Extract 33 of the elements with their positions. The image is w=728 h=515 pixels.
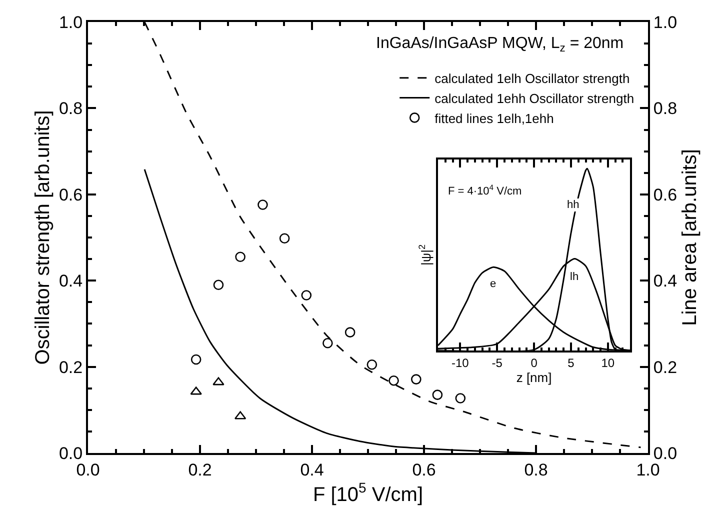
y-axis-title: Oscillator strength [arb.units]: [32, 110, 54, 365]
x-tick-label: 5: [568, 356, 575, 370]
y2-tick-label: 0.8: [653, 99, 678, 118]
series-label: e: [490, 278, 496, 290]
text: InGaAs/InGaAsP MQW, L$_{z}$ = 20nm: [376, 35, 624, 54]
y-tick-label: 1.0: [58, 12, 83, 32]
series-label: hh: [567, 199, 580, 211]
legend-label: calculated 1ehh Oscillator strength: [434, 90, 634, 106]
y2-tick-label: 0.4: [653, 272, 678, 291]
y2-tick-label: 1.0: [653, 12, 678, 32]
y-tick-label: 0.0: [58, 444, 83, 463]
x-tick-label: -5: [492, 356, 503, 370]
x-tick-label: 0.6: [412, 460, 436, 480]
x-tick-label: 0.0: [76, 460, 100, 480]
x-tick-label: 10: [601, 356, 615, 370]
x-tick-label: 0: [530, 356, 538, 370]
x-tick-label: 0.2: [188, 460, 212, 480]
y2-tick-label: 0.0: [653, 444, 678, 463]
y-tick-label: 0.6: [58, 185, 83, 204]
x-tick-label: 0.4: [300, 460, 324, 480]
legend-label: calculated 1elh Oscillator strength: [434, 70, 630, 86]
y-tick-label: 0.8: [58, 99, 83, 118]
x-tick-label: 0.8: [524, 460, 548, 480]
y2-tick-label: 0.6: [653, 185, 678, 204]
y-tick-label: 0.4: [58, 272, 83, 291]
x-axis-title: F [10$^{5}$ V/cm]: [312, 479, 424, 506]
y2-axis-title: Line area [arb.units]: [679, 149, 702, 326]
legend-label: fitted lines 1elh,1ehh: [434, 110, 554, 126]
series-label: lh: [570, 271, 579, 283]
x-tick-label: -10: [451, 356, 470, 370]
x-tick-label: 1.0: [636, 460, 660, 480]
annotation: F = 4·10$^{4}$ V/cm: [448, 183, 522, 198]
x-axis-title: z [nm]: [516, 370, 552, 385]
